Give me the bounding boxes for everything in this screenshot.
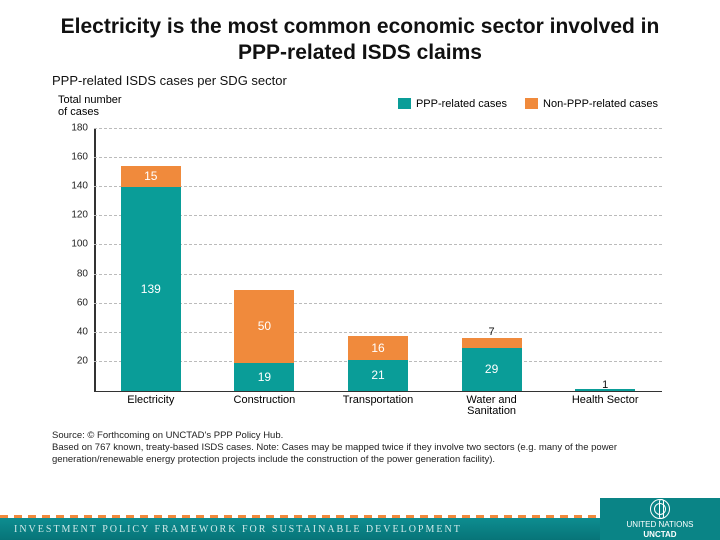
legend-label-ppp: PPP-related cases: [416, 98, 507, 110]
y-tick-label: 180: [60, 122, 88, 133]
slide: { "title": "Electricity is the most comm…: [0, 0, 720, 540]
y-tick-label: 140: [60, 180, 88, 191]
legend-swatch-ppp: [398, 98, 411, 109]
bar-segment-ppp: 139: [121, 187, 181, 390]
source-line-1: Source: © Forthcoming on UNCTAD's PPP Po…: [52, 430, 680, 442]
gridline: [94, 128, 662, 129]
bar-segment-nonppp: 7: [462, 338, 522, 348]
legend: PPP-related cases Non-PPP-related cases: [398, 98, 658, 110]
chart: Total number of cases PPP-related cases …: [52, 94, 668, 414]
bar-segment-ppp: 21: [348, 360, 408, 391]
legend-item-ppp: PPP-related cases: [398, 98, 507, 110]
page-title: Electricity is the most common economic …: [0, 0, 720, 69]
source-note: Source: © Forthcoming on UNCTAD's PPP Po…: [52, 430, 680, 466]
y-axis-title: Total number of cases: [58, 94, 122, 118]
legend-swatch-nonppp: [525, 98, 538, 109]
plot-area: 2040608010012014016018013915Electricity1…: [94, 128, 662, 392]
y-tick-label: 60: [60, 297, 88, 308]
legend-item-nonppp: Non-PPP-related cases: [525, 98, 658, 110]
logo-text-bottom: UNCTAD: [643, 530, 676, 539]
bar-segment-nonppp: 15: [121, 166, 181, 188]
y-tick-label: 20: [60, 356, 88, 367]
globe-icon: [650, 499, 670, 519]
x-tick-label: Transportation: [343, 391, 414, 406]
bar-segment-ppp: 19: [234, 363, 294, 391]
bar-segment-nonppp: 16: [348, 336, 408, 359]
x-tick-label: Electricity: [127, 391, 174, 406]
source-line-2: Based on 767 known, treaty-based ISDS ca…: [52, 442, 680, 466]
y-tick-label: 80: [60, 268, 88, 279]
bar-segment-nonppp: 50: [234, 290, 294, 363]
y-tick-label: 160: [60, 151, 88, 162]
y-tick-label: 40: [60, 327, 88, 338]
x-tick-label: Health Sector: [572, 391, 639, 406]
y-tick-label: 100: [60, 239, 88, 250]
logo-text-top: UNITED NATIONS: [627, 520, 694, 529]
legend-label-nonppp: Non-PPP-related cases: [543, 98, 658, 110]
chart-subtitle: PPP-related ISDS cases per SDG sector: [0, 69, 720, 88]
x-tick-label: Water andSanitation: [447, 391, 537, 417]
footer: INVESTMENT POLICY FRAMEWORK FOR SUSTAINA…: [0, 500, 720, 540]
bar-segment-ppp: 29: [462, 348, 522, 390]
unctad-logo: UNITED NATIONS UNCTAD: [600, 498, 720, 540]
footer-band: INVESTMENT POLICY FRAMEWORK FOR SUSTAINA…: [0, 518, 600, 540]
x-tick-label: Construction: [234, 391, 296, 406]
y-tick-label: 120: [60, 210, 88, 221]
gridline: [94, 157, 662, 158]
